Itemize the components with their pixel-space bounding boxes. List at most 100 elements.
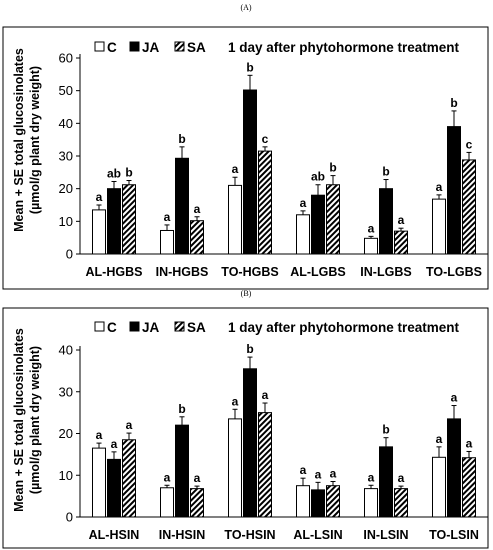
bar-sa <box>394 230 408 255</box>
significance-label: a <box>368 221 375 235</box>
panel-label-b: (B) <box>241 289 252 298</box>
bar-c <box>432 456 446 518</box>
panel-b-plot: 010203040AL-HSINaaaIN-HSINabaTO-HSINabaA… <box>59 342 488 542</box>
bar-ja <box>311 489 325 518</box>
panel-b-ylabel-1: Mean + SE total glucosinolates <box>12 328 26 512</box>
y-tick-label: 10 <box>59 468 73 483</box>
legend-label-ja: JA <box>142 40 160 55</box>
bar-sa <box>462 457 476 518</box>
significance-label: ab <box>107 166 121 180</box>
x-tick-label: TO-HGBS <box>221 265 278 279</box>
significance-label: ab <box>311 170 325 184</box>
y-tick-label: 40 <box>59 116 73 131</box>
panel-a: Mean + SE total glucosinolates (µmol/g p… <box>2 26 489 290</box>
x-tick-label: AL-HSIN <box>89 528 140 542</box>
significance-label: a <box>315 467 322 481</box>
significance-label: b <box>329 161 336 175</box>
bar-c <box>364 237 378 255</box>
y-tick-label: 30 <box>59 384 73 399</box>
bar-sa <box>326 184 340 255</box>
significance-label: a <box>164 470 171 484</box>
panel-b-legend: C JA SA <box>94 320 206 335</box>
bar-c <box>296 485 310 518</box>
panel-b: Mean + SE total glucosinolates (µmol/g p… <box>2 307 489 549</box>
y-tick-label: 0 <box>66 510 73 525</box>
bar-c <box>228 418 242 518</box>
bar-sa <box>258 150 272 255</box>
significance-label: a <box>164 210 171 224</box>
bar-sa <box>462 159 476 255</box>
bar-c <box>160 229 174 255</box>
bar-ja <box>175 424 189 518</box>
significance-label: a <box>300 463 307 477</box>
x-tick-label: IN-HSIN <box>159 528 206 542</box>
significance-label: a <box>436 180 443 194</box>
x-tick-label: AL-HGBS <box>86 265 143 279</box>
x-tick-label: TO-HSIN <box>224 528 275 542</box>
bar-sa <box>190 488 204 518</box>
bar-sa <box>190 220 204 255</box>
significance-label: a <box>368 470 375 484</box>
bar-c <box>92 447 106 518</box>
x-tick-label: AL-LGBS <box>290 265 346 279</box>
bar-sa <box>122 184 136 255</box>
panel-a-ylabel-1: Mean + SE total glucosinolates <box>12 48 26 232</box>
bar-ja <box>243 368 257 518</box>
legend-label-sa: SA <box>187 320 206 335</box>
significance-label: b <box>125 166 132 180</box>
significance-label: b <box>246 60 253 74</box>
significance-label: a <box>300 196 307 210</box>
panel-a-border <box>2 26 489 290</box>
bar-ja <box>379 188 393 255</box>
y-tick-label: 30 <box>59 149 73 164</box>
panel-label-a: (A) <box>240 3 251 12</box>
y-tick-label: 10 <box>59 214 73 229</box>
panel-a-ylabel-2: (µmol/g plant dry weight) <box>28 66 42 214</box>
significance-label: b <box>382 423 389 437</box>
legend-swatch-ja <box>129 41 140 52</box>
bar-ja <box>107 188 121 255</box>
significance-label: a <box>398 213 405 227</box>
panel-b-border <box>2 307 489 549</box>
significance-label: b <box>382 165 389 179</box>
bar-sa <box>122 439 136 518</box>
significance-label: a <box>451 391 458 405</box>
significance-label: a <box>466 436 473 450</box>
significance-label: b <box>246 342 253 356</box>
x-tick-label: IN-LGBS <box>360 265 411 279</box>
significance-label: a <box>96 428 103 442</box>
significance-label: a <box>194 471 201 485</box>
bar-ja <box>175 157 189 255</box>
significance-label: a <box>330 467 337 481</box>
bar-c <box>228 184 242 255</box>
bar-ja <box>243 89 257 255</box>
x-tick-label: AL-LSIN <box>293 528 342 542</box>
significance-label: a <box>436 432 443 446</box>
y-tick-label: 0 <box>66 247 73 262</box>
significance-label: a <box>194 202 201 216</box>
significance-label: a <box>96 190 103 204</box>
bar-c <box>364 488 378 518</box>
y-tick-label: 50 <box>59 83 73 98</box>
significance-label: a <box>262 388 269 402</box>
significance-label: a <box>398 471 405 485</box>
x-tick-label: TO-LSIN <box>429 528 479 542</box>
y-tick-label: 20 <box>59 181 73 196</box>
significance-label: b <box>450 96 457 110</box>
legend-label-sa: SA <box>187 40 206 55</box>
bar-sa <box>258 412 272 518</box>
bar-c <box>296 214 310 255</box>
significance-label: c <box>466 137 473 151</box>
x-tick-label: TO-LGBS <box>426 265 482 279</box>
panel-a-note: 1 day after phytohormone treatment <box>228 40 460 55</box>
bar-ja <box>311 194 325 255</box>
legend-swatch-c <box>94 41 105 52</box>
panel-a-legend: C JA SA <box>94 40 206 55</box>
bar-ja <box>447 126 461 255</box>
bar-ja <box>379 446 393 518</box>
bar-c <box>432 198 446 255</box>
panel-b-note: 1 day after phytohormone treatment <box>228 320 460 335</box>
legend-label-ja: JA <box>142 320 160 335</box>
